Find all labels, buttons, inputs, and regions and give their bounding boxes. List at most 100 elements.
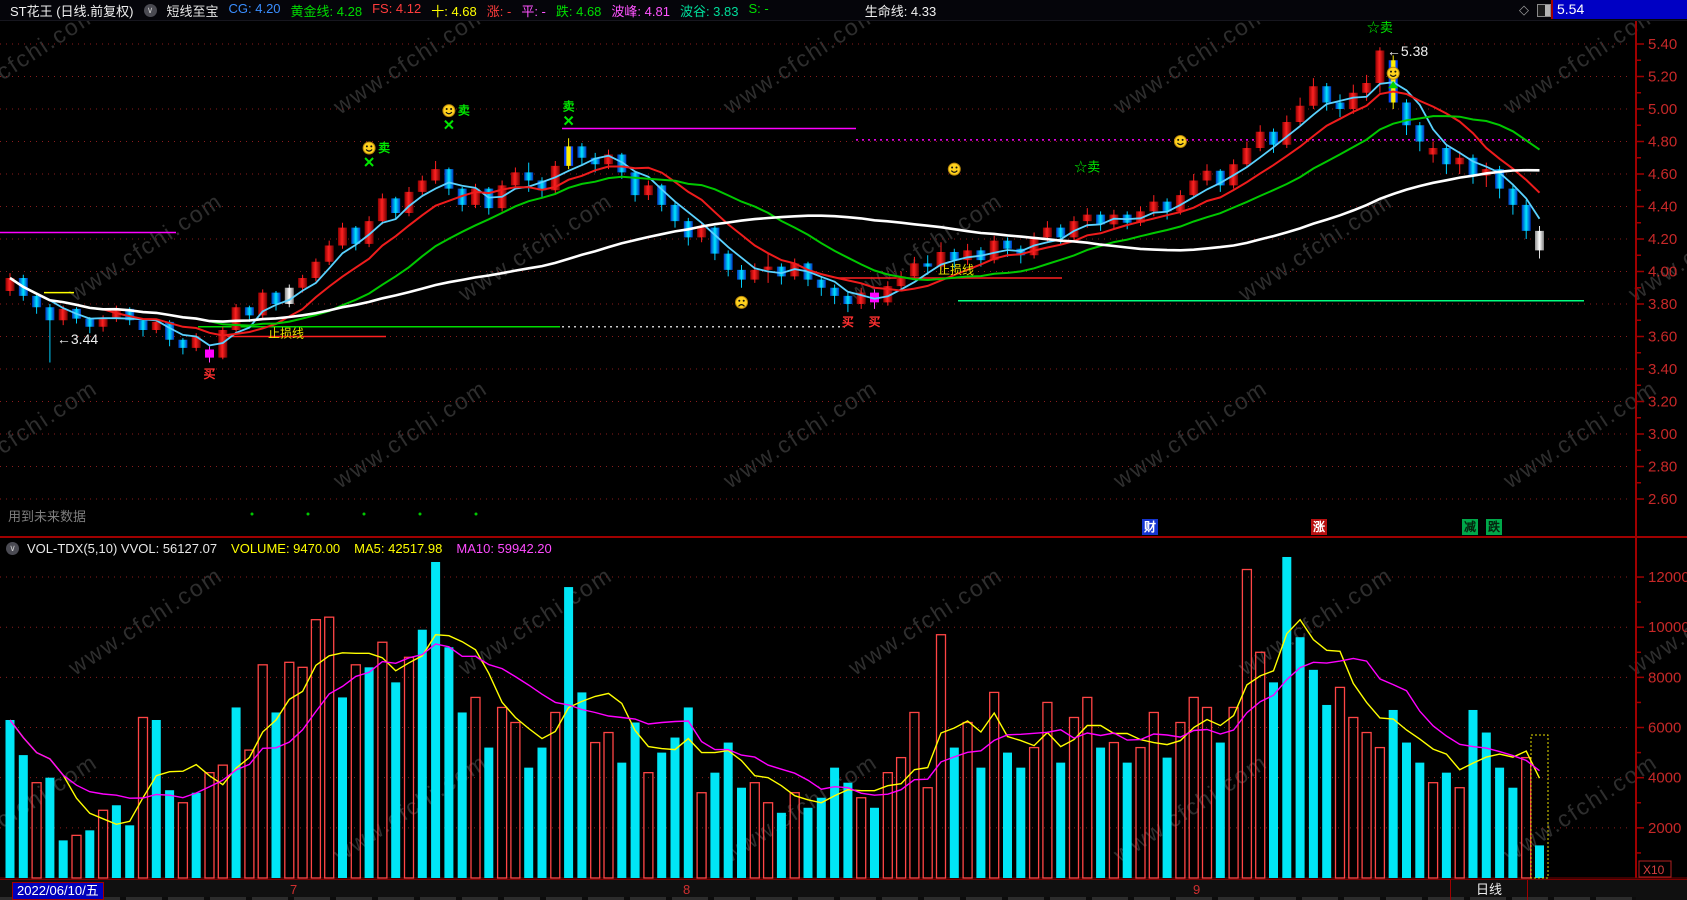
period-selector[interactable]: 日线 <box>1450 880 1528 900</box>
annotation-lines <box>0 127 1584 338</box>
svg-text:4000: 4000 <box>1648 770 1681 787</box>
svg-text:www.cfchi.com: www.cfchi.com <box>63 561 227 680</box>
svg-text:买: 买 <box>204 367 216 381</box>
volume-ma-lines <box>9 618 1541 826</box>
svg-text:www.cfchi.com: www.cfchi.com <box>1108 748 1272 867</box>
title-bar: ST花王 (日线.前复权) ∨ 短线至宝 CG: 4.20 黄金线: 4.28 FS… <box>0 0 1687 21</box>
svg-text:☆卖: ☆卖 <box>1074 160 1100 175</box>
indicator-field: 跌: 4.68 <box>555 3 602 19</box>
svg-text:卖: 卖 <box>378 140 390 155</box>
svg-text:买: 买 <box>842 315 854 329</box>
month-label: 9 <box>1193 882 1201 897</box>
svg-text:12000: 12000 <box>1648 569 1687 586</box>
diamond-icon[interactable]: ◇ <box>1519 2 1529 17</box>
svg-text:5.40: 5.40 <box>1648 36 1677 53</box>
svg-text:www.cfchi.com: www.cfchi.com <box>453 561 617 680</box>
svg-text:www.cfchi.com: www.cfchi.com <box>1233 187 1397 306</box>
vol-indicator-name: VOL-TDX(5,10) VVOL: 56127.07 <box>27 540 218 556</box>
svg-text:←3.44: ←3.44 <box>57 331 98 347</box>
svg-text:www.cfchi.com: www.cfchi.com <box>328 748 492 867</box>
indicator-field: 生命线: 4.33 <box>864 3 937 19</box>
indicator-field: 波谷: 3.83 <box>679 3 739 19</box>
svg-text:卖: 卖 <box>458 103 470 118</box>
quick-badge-跌[interactable]: 跌 <box>1486 519 1502 535</box>
indicator-field: S: - <box>748 0 769 16</box>
svg-text:3.40: 3.40 <box>1648 361 1677 378</box>
indicator-values: CG: 4.20 黄金线: 4.28 FS: 4.12 十: 4.68 涨: - 平: -… <box>219 1 937 20</box>
volume-multiplier: X10 <box>1638 860 1672 878</box>
indicator-name: 短线至宝 <box>166 3 219 19</box>
svg-text:www.cfchi.com: www.cfchi.com <box>718 374 882 493</box>
vol-current: VOLUME: 9470.00 <box>231 540 341 556</box>
selected-bar-box <box>1530 734 1549 879</box>
signal-markers: 卖卖 卖买买 买☆卖☆卖 <box>204 20 1400 381</box>
quick-badge-财[interactable]: 财 <box>1142 519 1158 535</box>
svg-text:www.cfchi.com: www.cfchi.com <box>843 561 1007 680</box>
panel-toggle-icon[interactable] <box>1537 3 1551 17</box>
svg-text:www.cfchi.com: www.cfchi.com <box>0 374 102 493</box>
svg-text:X10: X10 <box>1643 863 1665 877</box>
price-grid: 5.40 5.20 5.00 4.80 4.60 4.40 4.20 4.00 3.80 3.60… <box>0 36 1677 508</box>
svg-text:5.20: 5.20 <box>1648 69 1677 86</box>
indicator-field: FS: 4.12 <box>372 0 422 16</box>
svg-text:www.cfchi.com: www.cfchi.com <box>328 374 492 493</box>
stock-title: ST花王 (日线.前复权) <box>10 3 134 19</box>
quick-badge-涨[interactable]: 涨 <box>1311 519 1327 535</box>
indicator-field: CG: 4.20 <box>228 0 281 16</box>
volume-bars <box>5 556 1549 879</box>
svg-text:3.20: 3.20 <box>1648 394 1677 411</box>
svg-text:3.60: 3.60 <box>1648 329 1677 346</box>
future-data-note: 用到未来数据 <box>8 509 87 524</box>
svg-text:5.00: 5.00 <box>1648 101 1677 118</box>
svg-text:2000: 2000 <box>1648 820 1681 837</box>
note-dots <box>250 512 478 516</box>
svg-text:www.cfchi.com: www.cfchi.com <box>453 187 617 306</box>
svg-text:www.cfchi.com: www.cfchi.com <box>63 187 227 306</box>
volume-indicator-bar: ∨ VOL-TDX(5,10) VVOL: 56127.07 VOLUME: 9… <box>6 540 552 556</box>
svg-text:4.00: 4.00 <box>1648 264 1677 281</box>
candles <box>5 47 1544 363</box>
indicator-field: 十: 4.68 <box>431 3 477 19</box>
svg-text:卖: 卖 <box>563 99 575 114</box>
svg-text:8000: 8000 <box>1648 669 1681 686</box>
svg-text:6000: 6000 <box>1648 720 1681 737</box>
volume-grid: 12000 10000 8000 6000 4000 2000 <box>0 569 1687 854</box>
svg-text:←5.38: ←5.38 <box>1387 43 1428 59</box>
svg-text:2.80: 2.80 <box>1648 459 1677 476</box>
indicator-field: 涨: - <box>486 3 512 19</box>
svg-text:4.40: 4.40 <box>1648 199 1677 216</box>
last-price-box: 5.54 <box>1551 0 1687 19</box>
svg-text:止损线: 止损线 <box>938 263 974 277</box>
svg-text:买: 买 <box>869 315 881 329</box>
status-badges: 财 涨 减跌 <box>0 519 1687 536</box>
month-label: 7 <box>290 882 298 897</box>
svg-text:3.80: 3.80 <box>1648 296 1677 313</box>
indicator-field: 黄金线: 4.28 <box>290 3 363 19</box>
svg-text:4.80: 4.80 <box>1648 134 1677 151</box>
svg-text:www.cfchi.com: www.cfchi.com <box>843 187 1007 306</box>
header-tools: ◇ <box>1519 0 1551 20</box>
svg-text:4.20: 4.20 <box>1648 231 1677 248</box>
svg-text:☆卖: ☆卖 <box>1367 20 1393 35</box>
svg-text:www.cfchi.com: www.cfchi.com <box>1498 748 1662 867</box>
price-ma-lines <box>9 81 1541 347</box>
svg-text:3.00: 3.00 <box>1648 426 1677 443</box>
indicator-field: 平: - <box>521 3 546 19</box>
indicator-field: 波峰: 4.81 <box>611 3 670 19</box>
svg-text:止损线: 止损线 <box>268 326 304 340</box>
chevron-down-icon[interactable]: ∨ <box>6 541 19 555</box>
svg-text:2.60: 2.60 <box>1648 491 1677 508</box>
date-label[interactable]: 2022/06/10/五 <box>12 882 104 900</box>
svg-text:4.60: 4.60 <box>1648 166 1677 183</box>
svg-text:www.cfchi.com: www.cfchi.com <box>1108 374 1272 493</box>
svg-text:10000: 10000 <box>1648 619 1687 636</box>
month-label: 8 <box>683 882 691 897</box>
quick-badge-减[interactable]: 减 <box>1462 519 1478 535</box>
chevron-down-icon[interactable]: ∨ <box>143 3 157 17</box>
vol-ma5: MA5: 42517.98 <box>354 540 443 556</box>
status-bar: 2022/06/10/五 7 8 9 日线 <box>0 879 1687 900</box>
